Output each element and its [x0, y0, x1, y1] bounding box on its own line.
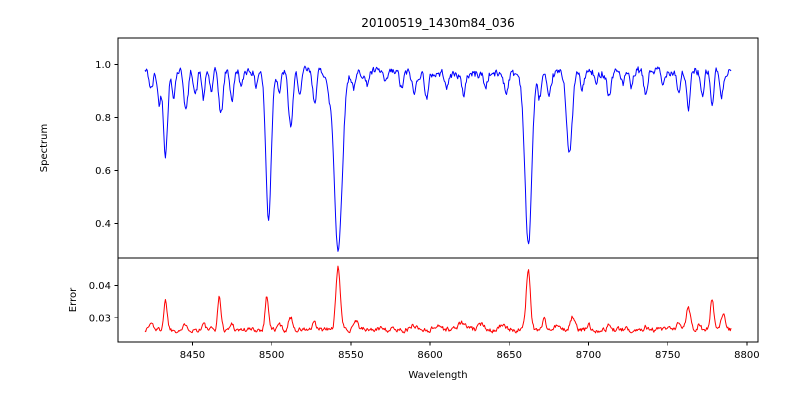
x-tick-label: 8600 [417, 350, 442, 361]
y-tick-label: 0.8 [95, 113, 111, 124]
x-tick-label: 8700 [576, 350, 601, 361]
y-axis-label-error: Error [68, 287, 79, 312]
plot-content: 1.0 0.8 0.6 0.4 0.04 0.03 8450 8500 8550 8600 8650… [89, 37, 760, 361]
spectrum-line [144, 65, 732, 252]
y-tick-label: 0.04 [89, 281, 111, 292]
x-tick-label: 8500 [259, 350, 284, 361]
x-tick-label: 8450 [180, 350, 205, 361]
y-tick-label: 0.03 [89, 313, 111, 324]
axes-spine [117, 257, 759, 343]
x-tick-label: 8750 [655, 350, 680, 361]
y-tick-label: 0.4 [95, 219, 111, 230]
x-tick-label: 8650 [497, 350, 522, 361]
y-tick-label: 0.6 [95, 166, 111, 177]
error-line [144, 265, 732, 334]
x-tick-label: 8800 [734, 350, 759, 361]
y-axis-label-spectrum: Spectrum [39, 124, 50, 172]
y-tick-label: 1.0 [95, 60, 111, 71]
chart-title: 20100519_1430m84_036 [361, 16, 514, 30]
x-tick-label: 8550 [338, 350, 363, 361]
x-axis-label: Wavelength [408, 370, 467, 381]
